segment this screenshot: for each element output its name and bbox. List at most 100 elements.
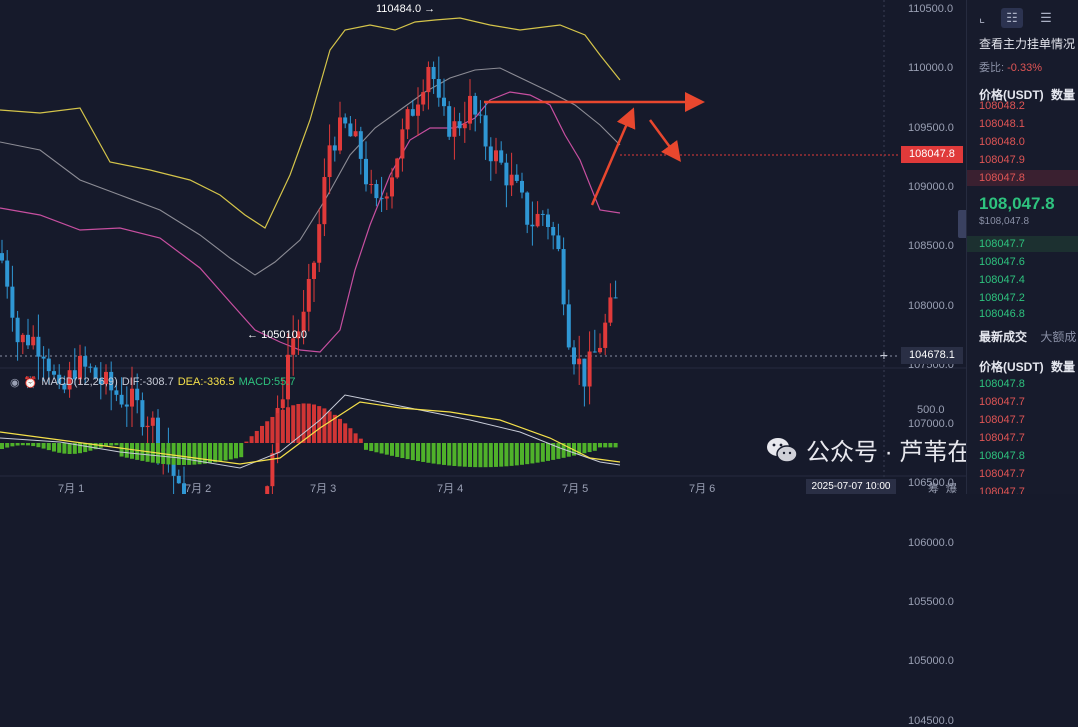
macd-histogram-bar [613, 443, 618, 448]
tab-large-trades[interactable]: 大额成 [1040, 330, 1077, 344]
order-ratio: 委比: -0.33% [979, 62, 1042, 74]
macd-name: MACD(12,26,9) [41, 376, 118, 388]
candle-body [36, 336, 41, 357]
macd-histogram-bar [192, 443, 197, 465]
macd-histogram-bar [83, 443, 88, 453]
main-orders-link[interactable]: 查看主力挂单情况 [979, 37, 1076, 51]
depth-view-icon[interactable]: ⌞ [978, 10, 986, 25]
candle-body [140, 400, 145, 428]
ask-row[interactable]: 108048.2 [979, 100, 1025, 112]
candle-body [78, 355, 82, 380]
macd-dif-line [0, 394, 621, 469]
panel-collapse-handle[interactable] [958, 210, 968, 238]
tab-latest-trades[interactable]: 最新成交 [979, 330, 1028, 344]
candle-body [499, 150, 504, 163]
candle-body [114, 390, 119, 395]
macd-histogram-bar [592, 443, 597, 451]
macd-histogram-bar [52, 443, 56, 452]
bid-row[interactable]: 108046.8 [979, 308, 1025, 320]
candle-body [514, 174, 519, 181]
candle-body [447, 106, 452, 137]
candle-body [582, 358, 587, 387]
macd-histogram-bar [145, 443, 150, 462]
ask-row[interactable]: 108047.8 [979, 172, 1025, 184]
last-price: 108,047.8 [979, 194, 1055, 213]
candle-body [104, 371, 108, 385]
candle-body [436, 79, 441, 98]
macd-dea-line [0, 401, 621, 465]
bid-row[interactable]: 108047.7 [979, 238, 1025, 250]
crosshair-time-badge: 2025-07-07 10:00 [806, 479, 896, 494]
macd-histogram-bar [338, 418, 342, 443]
candle-body [535, 213, 540, 227]
trade-row[interactable]: 108047.8 [979, 378, 1025, 390]
candle-body [598, 347, 602, 353]
candle-body [540, 213, 545, 215]
bid-row[interactable]: 108047.2 [979, 292, 1025, 304]
macd-histogram-bar [468, 443, 472, 467]
price-tick-label: 110000.0 [908, 62, 954, 75]
candle-body [478, 114, 483, 116]
candle-body [93, 367, 98, 379]
macd-histogram-bar [124, 443, 129, 458]
candle-body [384, 196, 389, 199]
macd-histogram-bar [358, 438, 363, 443]
trade-row[interactable]: 108047.7 [979, 396, 1025, 408]
candle-body [410, 109, 415, 116]
kline-chart[interactable]: + [0, 0, 966, 494]
macd-dea: DEA:-336.5 [177, 376, 235, 388]
macd-histogram-bar [452, 443, 457, 466]
macd-histogram-bar [317, 406, 322, 443]
orderbook-view-icon[interactable]: ☷ [1001, 8, 1023, 28]
macd-histogram-bar [494, 443, 498, 467]
bid-row[interactable]: 108047.4 [979, 274, 1025, 286]
candle-body [182, 483, 186, 494]
macd-histogram-bar [353, 433, 358, 443]
macd-histogram-bar [218, 443, 223, 462]
bid-row[interactable]: 108047.6 [979, 256, 1025, 268]
candle-body [395, 158, 400, 178]
macd-histogram-bar [72, 443, 77, 454]
macd-histogram-bar [119, 443, 124, 457]
candle-body [327, 145, 332, 178]
candle-body [280, 399, 285, 408]
trade-row[interactable]: 108047.7 [979, 486, 1025, 494]
macd-histogram-bar [598, 443, 602, 448]
trade-row[interactable]: 108047.7 [979, 468, 1025, 480]
price-tick-label: 105500.0 [908, 596, 954, 608]
candle-body [426, 66, 431, 93]
macd-histogram-bar [5, 443, 10, 448]
macd-histogram-bar [332, 414, 337, 443]
ask-row[interactable]: 108048.1 [979, 118, 1025, 130]
macd-histogram-bar [374, 443, 379, 453]
trade-row[interactable]: 108047.7 [979, 414, 1025, 426]
chip-tab[interactable]: 筹 [928, 483, 939, 495]
candle-body [119, 394, 124, 405]
macd-legend: ◉ ⏰ MACD(12,26,9) DIF:-308.7 DEA:-336.5 … [0, 372, 295, 392]
trade-row[interactable]: 108047.8 [979, 450, 1025, 462]
candle-body [150, 417, 155, 426]
candle-body [405, 109, 410, 130]
macd-histogram-bar [514, 443, 519, 466]
trade-row[interactable]: 108047.7 [979, 432, 1025, 444]
ask-row[interactable]: 108048.0 [979, 136, 1025, 148]
macd-histogram-bar [249, 436, 254, 443]
candle-body [364, 158, 368, 185]
candle-body [145, 425, 150, 428]
eye-icon[interactable]: ◉ [10, 376, 20, 389]
liquidation-tab[interactable]: 爆 [946, 483, 957, 495]
macd-histogram-bar [535, 443, 540, 463]
price-tick-label: 108500.0 [908, 240, 954, 253]
price-tick-label: 108000.0 [908, 299, 954, 312]
current-price-badge: 108047.8 [901, 146, 963, 163]
candle-body [171, 458, 176, 476]
macd-histogram-bar [41, 443, 46, 449]
list-view-icon[interactable]: ☰ [1040, 10, 1052, 25]
candle-body [374, 184, 379, 199]
candle-body [317, 224, 322, 263]
ask-row[interactable]: 108047.9 [979, 154, 1025, 166]
last-price-usd: $108,047.8 [979, 216, 1030, 227]
macd-histogram-bar [504, 443, 509, 467]
macd-histogram-bar [572, 443, 576, 456]
alarm-icon[interactable]: ⏰ [23, 376, 38, 389]
